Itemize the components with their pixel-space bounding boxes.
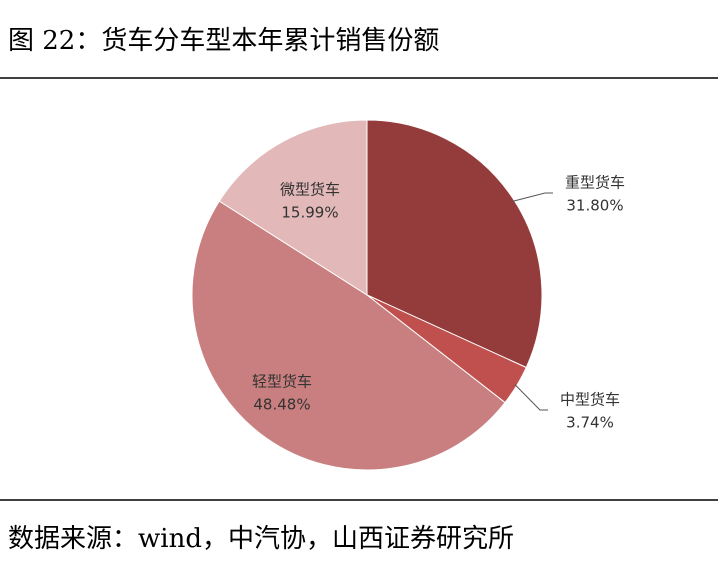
slice-label: 轻型货车 bbox=[252, 373, 312, 391]
leader-line bbox=[514, 384, 548, 411]
value-label: 15.99% bbox=[281, 204, 338, 222]
source-note: 数据来源：wind，中汽协，山西证券研究所 bbox=[8, 524, 514, 554]
leader-line bbox=[512, 192, 553, 202]
value-label: 48.48% bbox=[253, 396, 310, 414]
slice-label: 中型货车 bbox=[560, 391, 620, 409]
chart-title: 图 22：货车分车型本年累计销售份额 bbox=[8, 26, 439, 56]
pie-slice bbox=[366, 119, 543, 369]
value-label: 3.74% bbox=[566, 414, 614, 432]
slice-label: 微型货车 bbox=[280, 181, 340, 199]
pie-slice bbox=[191, 200, 506, 471]
pie-slice bbox=[218, 119, 368, 296]
slice-label: 重型货车 bbox=[565, 174, 625, 192]
value-label: 31.80% bbox=[566, 197, 623, 215]
